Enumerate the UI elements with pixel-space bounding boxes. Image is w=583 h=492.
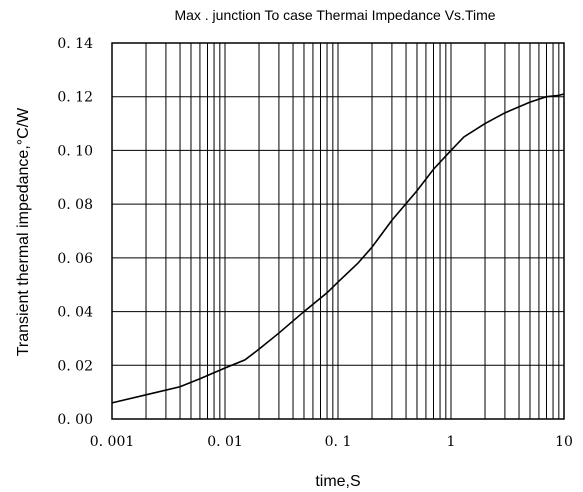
x-tick-label: 0. 01 <box>207 434 243 450</box>
curve-layer <box>111 93 565 404</box>
chart-title: Max . junction To case Thermai Impedance… <box>174 7 495 23</box>
y-tick-label: 0. 02 <box>57 358 93 374</box>
x-tick-label: 0. 1 <box>325 434 352 450</box>
x-axis-label: time,S <box>315 473 360 490</box>
y-axis-label: Transient thermal impedance,°C/W <box>15 107 32 356</box>
x-tick-label: 10 <box>555 434 573 450</box>
series-line <box>111 93 565 404</box>
y-tick-label: 0. 00 <box>57 412 93 428</box>
y-tick-label: 0. 14 <box>57 36 93 52</box>
x-tick-label: 0. 001 <box>90 434 135 450</box>
y-tick-label: 0. 10 <box>57 143 93 159</box>
y-tick-labels: 0. 00 0. 02 0. 04 0. 06 0. 08 0. 10 0. 12 0. 14 <box>57 36 93 428</box>
x-tick-labels: 0. 001 0. 01 0. 1 1 10 <box>90 434 573 450</box>
plot-frame <box>111 42 565 420</box>
y-tick-label: 0. 08 <box>57 197 93 213</box>
y-tick-label: 0. 12 <box>57 90 93 106</box>
y-tick-label: 0. 06 <box>57 251 93 267</box>
y-tick-label: 0. 04 <box>57 305 93 321</box>
grid <box>111 42 564 420</box>
x-tick-label: 1 <box>447 434 456 450</box>
